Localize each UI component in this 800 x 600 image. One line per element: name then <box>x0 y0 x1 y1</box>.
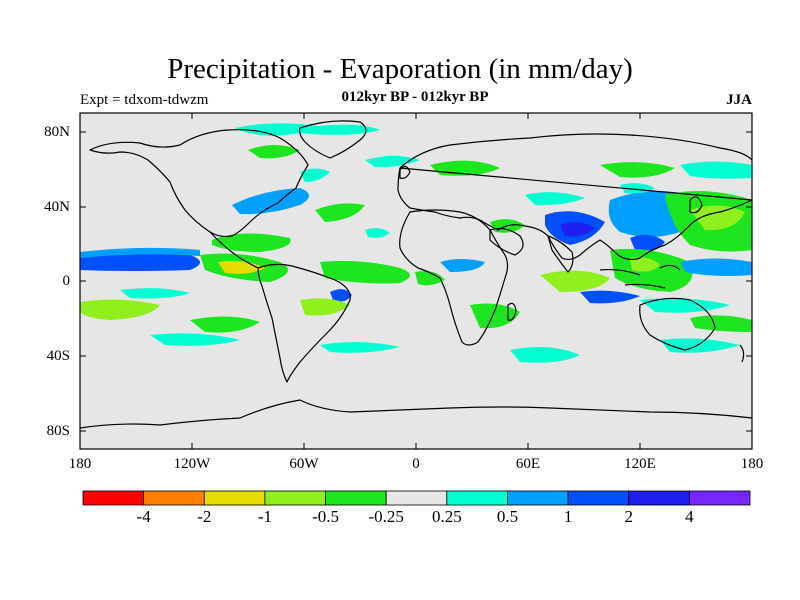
siberia-green <box>600 162 675 178</box>
madagascar-coast <box>507 302 517 321</box>
south-pacific-green-west <box>80 299 160 320</box>
maritime-yellow <box>630 257 660 272</box>
lat-tick-label: 80S <box>46 423 70 439</box>
colorbar-box <box>688 490 751 506</box>
axis-ticks <box>79 113 753 449</box>
arctic-cyan-patch <box>235 123 380 136</box>
colorbar-box <box>628 490 690 506</box>
lon-tick-label: 0 <box>412 456 420 472</box>
south-pacific-green-mid <box>190 316 260 333</box>
colorbar-box <box>385 490 448 506</box>
colorbar-box <box>325 490 387 506</box>
lat-tick-label: 80N <box>44 124 70 140</box>
nw-atlantic-cyan <box>300 168 330 182</box>
atlantic-green-mid <box>315 203 365 222</box>
colorbar-label: -0.5 <box>312 507 339 526</box>
west-pacific-yellow <box>690 205 745 231</box>
indonesia-coast <box>599 264 681 289</box>
australia-cyan <box>640 298 730 313</box>
east-atlantic-green <box>415 271 445 286</box>
greenland-coast <box>298 120 367 159</box>
lon-tick-label: 180 <box>740 456 764 472</box>
south-america-coast <box>257 263 351 383</box>
east-asia-navy <box>630 234 665 252</box>
east-pacific-cyan-band <box>80 247 200 258</box>
arabia-coast <box>489 227 524 256</box>
brazil-blue <box>330 289 352 302</box>
colorbar-box <box>567 490 630 506</box>
colorbar-label: 1 <box>563 507 573 526</box>
chart-title: Precipitation - Evaporation (in mm/day) <box>167 53 633 85</box>
period-subtitle: 012kyr BP - 012kyr BP <box>341 89 489 105</box>
colorbar-box <box>507 490 569 506</box>
colorbar-box <box>143 490 205 506</box>
lat-tick-label: 0 <box>62 273 71 289</box>
colorbar-label: 0.5 <box>496 507 519 526</box>
lat-tick-label: 40N <box>44 199 70 215</box>
siberia-cyan <box>680 161 752 179</box>
new-zealand-coast <box>739 344 745 363</box>
south-atlantic-green <box>300 298 350 316</box>
colorbar-label: -0.25 <box>368 507 404 526</box>
japan-coast <box>689 196 703 214</box>
himalaya-cyan <box>525 192 585 206</box>
colorbar-label: -1 <box>257 507 272 526</box>
central-america-coast <box>209 231 259 269</box>
colorbar-label: -4 <box>136 507 151 526</box>
west-pacific-blue-band <box>680 258 752 276</box>
arctic-green-patch <box>248 145 300 159</box>
south-pacific-cyan <box>120 288 190 299</box>
colorbar-label: 2 <box>624 507 633 526</box>
india-coast <box>547 235 574 273</box>
central-america-green <box>212 233 291 252</box>
lon-tick-label: 180 <box>68 456 92 472</box>
north-america-coast <box>89 129 309 238</box>
east-pacific-blue-band <box>80 253 200 271</box>
sahel-blue <box>440 259 485 272</box>
colorbar-box <box>264 490 326 506</box>
lon-tick-label: 60W <box>289 456 319 472</box>
lon-tick-label: 120E <box>624 456 656 472</box>
colorbar-label: 0.25 <box>431 507 462 526</box>
colorbar-box <box>203 490 266 506</box>
east-pacific-yellow <box>218 260 265 274</box>
colorbar-box <box>446 490 508 506</box>
uk-coast <box>399 165 411 179</box>
lon-tick-label: 120W <box>173 456 211 472</box>
indian-ocean-blue <box>580 290 640 304</box>
tropical-atlantic-cyan <box>365 228 390 238</box>
lon-tick-label: 60E <box>515 456 541 472</box>
colorbar <box>82 490 751 506</box>
colorbar-label: -2 <box>197 507 212 526</box>
lat-tick-label: 40S <box>46 348 70 364</box>
australia-coast <box>639 297 716 351</box>
indian-ocean-green <box>540 270 610 292</box>
south-pacific-cyan-2 <box>150 333 240 346</box>
nw-atlantic-blue <box>232 188 309 215</box>
coastlines <box>79 120 753 429</box>
india-navy <box>560 222 595 237</box>
australia-green <box>690 315 752 332</box>
colorbar-box <box>82 490 145 506</box>
antarctica-coast <box>79 399 753 429</box>
anomaly-fields <box>80 123 752 363</box>
colorbar-label: 4 <box>685 507 694 526</box>
north-atlantic-cyan <box>365 156 420 168</box>
season-label: JJA <box>726 92 752 108</box>
experiment-label: Expt = tdxom-tdwzm <box>80 92 209 108</box>
equatorial-atlantic-green <box>320 260 410 284</box>
south-atlantic-cyan <box>320 341 400 353</box>
eurasia-coast <box>397 133 753 261</box>
southern-indian-cyan <box>510 346 580 363</box>
